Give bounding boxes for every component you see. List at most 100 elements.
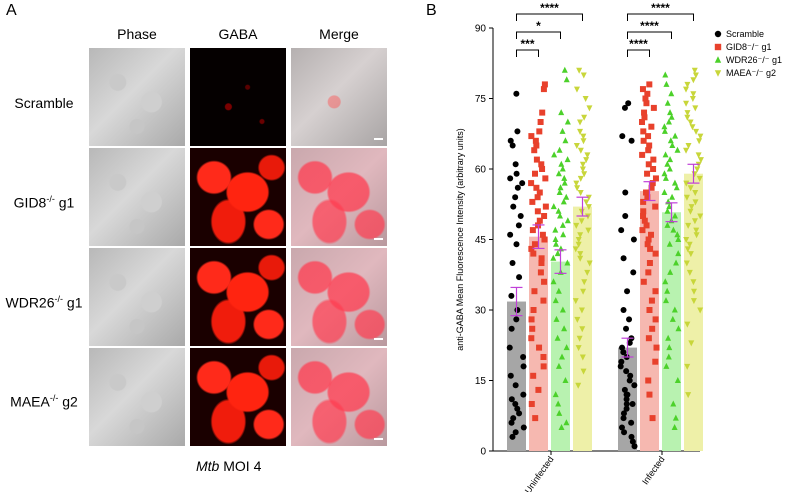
- data-point: [579, 354, 586, 361]
- y-tick-label: 75: [475, 94, 487, 105]
- data-point: [644, 241, 651, 248]
- data-point: [673, 259, 680, 266]
- data-point: [649, 325, 656, 332]
- data-point: [675, 250, 682, 257]
- data-point: [667, 268, 674, 275]
- data-point: [687, 119, 694, 126]
- data-point: [513, 170, 520, 177]
- bar: [618, 347, 637, 451]
- data-point: [646, 81, 653, 88]
- data-point: [640, 208, 647, 215]
- data-point: [577, 190, 584, 196]
- micrograph-gid8-gaba: [190, 148, 286, 246]
- data-point: [507, 137, 514, 144]
- data-point: [621, 386, 628, 393]
- data-point: [693, 227, 700, 234]
- data-point: [639, 151, 646, 158]
- data-point: [643, 100, 650, 107]
- data-point: [690, 91, 697, 98]
- data-point: [666, 344, 673, 351]
- data-point: [670, 226, 677, 233]
- data-point: [645, 377, 652, 384]
- data-point: [533, 156, 540, 163]
- y-tick-label: 15: [475, 376, 487, 387]
- data-point: [664, 207, 671, 214]
- data-point: [695, 152, 702, 159]
- data-point: [648, 231, 655, 238]
- data-point: [684, 81, 691, 88]
- data-point: [653, 344, 660, 351]
- data-point: [623, 325, 630, 332]
- data-point: [692, 72, 699, 79]
- data-point: [652, 358, 659, 365]
- data-point: [530, 250, 537, 257]
- data-point: [644, 194, 651, 201]
- data-point: [516, 274, 523, 281]
- data-point: [575, 345, 582, 352]
- data-point: [532, 415, 539, 422]
- data-point: [620, 307, 627, 313]
- data-point: [556, 189, 563, 195]
- data-point: [529, 227, 536, 234]
- data-point: [663, 362, 670, 369]
- data-point: [667, 137, 674, 144]
- scale-bar: [374, 238, 383, 240]
- data-point: [585, 204, 592, 211]
- data-point: [577, 119, 584, 126]
- data-point: [560, 198, 567, 205]
- data-point: [696, 138, 703, 145]
- data-point: [541, 278, 548, 285]
- data-point: [687, 208, 694, 215]
- data-point: [663, 80, 670, 87]
- data-point: [575, 382, 582, 389]
- data-point: [555, 170, 562, 177]
- data-point: [576, 67, 583, 74]
- data-point: [559, 306, 566, 313]
- data-point: [583, 157, 590, 164]
- scale-bar: [374, 338, 383, 340]
- data-point: [574, 185, 581, 192]
- data-point: [577, 251, 584, 258]
- legend-marker: [714, 56, 722, 63]
- data-point: [583, 199, 590, 206]
- data-point: [697, 213, 704, 220]
- data-point: [644, 90, 651, 97]
- data-point: [652, 175, 659, 182]
- data-point: [559, 127, 566, 134]
- data-point: [620, 349, 627, 356]
- data-point: [664, 287, 671, 294]
- data-point: [533, 184, 540, 191]
- significance-bracket: [516, 31, 561, 39]
- data-point: [661, 170, 668, 177]
- data-point: [688, 340, 695, 347]
- bar: [507, 301, 526, 451]
- data-point: [529, 325, 536, 332]
- data-point: [641, 217, 648, 224]
- data-point: [581, 171, 588, 178]
- data-point: [554, 334, 561, 341]
- data-point: [652, 250, 659, 257]
- data-point: [625, 100, 632, 107]
- data-point: [572, 246, 579, 253]
- data-point: [520, 391, 527, 398]
- y-tick-label: 45: [475, 235, 487, 246]
- data-point: [662, 71, 669, 78]
- data-point: [652, 203, 659, 210]
- data-point: [628, 419, 635, 426]
- data-point: [534, 208, 541, 215]
- data-point: [540, 363, 547, 370]
- data-point: [550, 278, 557, 285]
- micrograph-wdr26-merge: [291, 248, 387, 346]
- data-point: [689, 96, 696, 102]
- data-point: [584, 269, 591, 276]
- data-point: [691, 171, 698, 178]
- data-point: [514, 184, 521, 191]
- data-point: [621, 429, 628, 436]
- data-point: [520, 424, 527, 431]
- data-point: [623, 391, 630, 398]
- data-point: [508, 292, 515, 299]
- data-point: [630, 269, 637, 276]
- y-tick-label: 30: [475, 306, 487, 317]
- data-point: [512, 429, 519, 436]
- data-point: [671, 179, 678, 186]
